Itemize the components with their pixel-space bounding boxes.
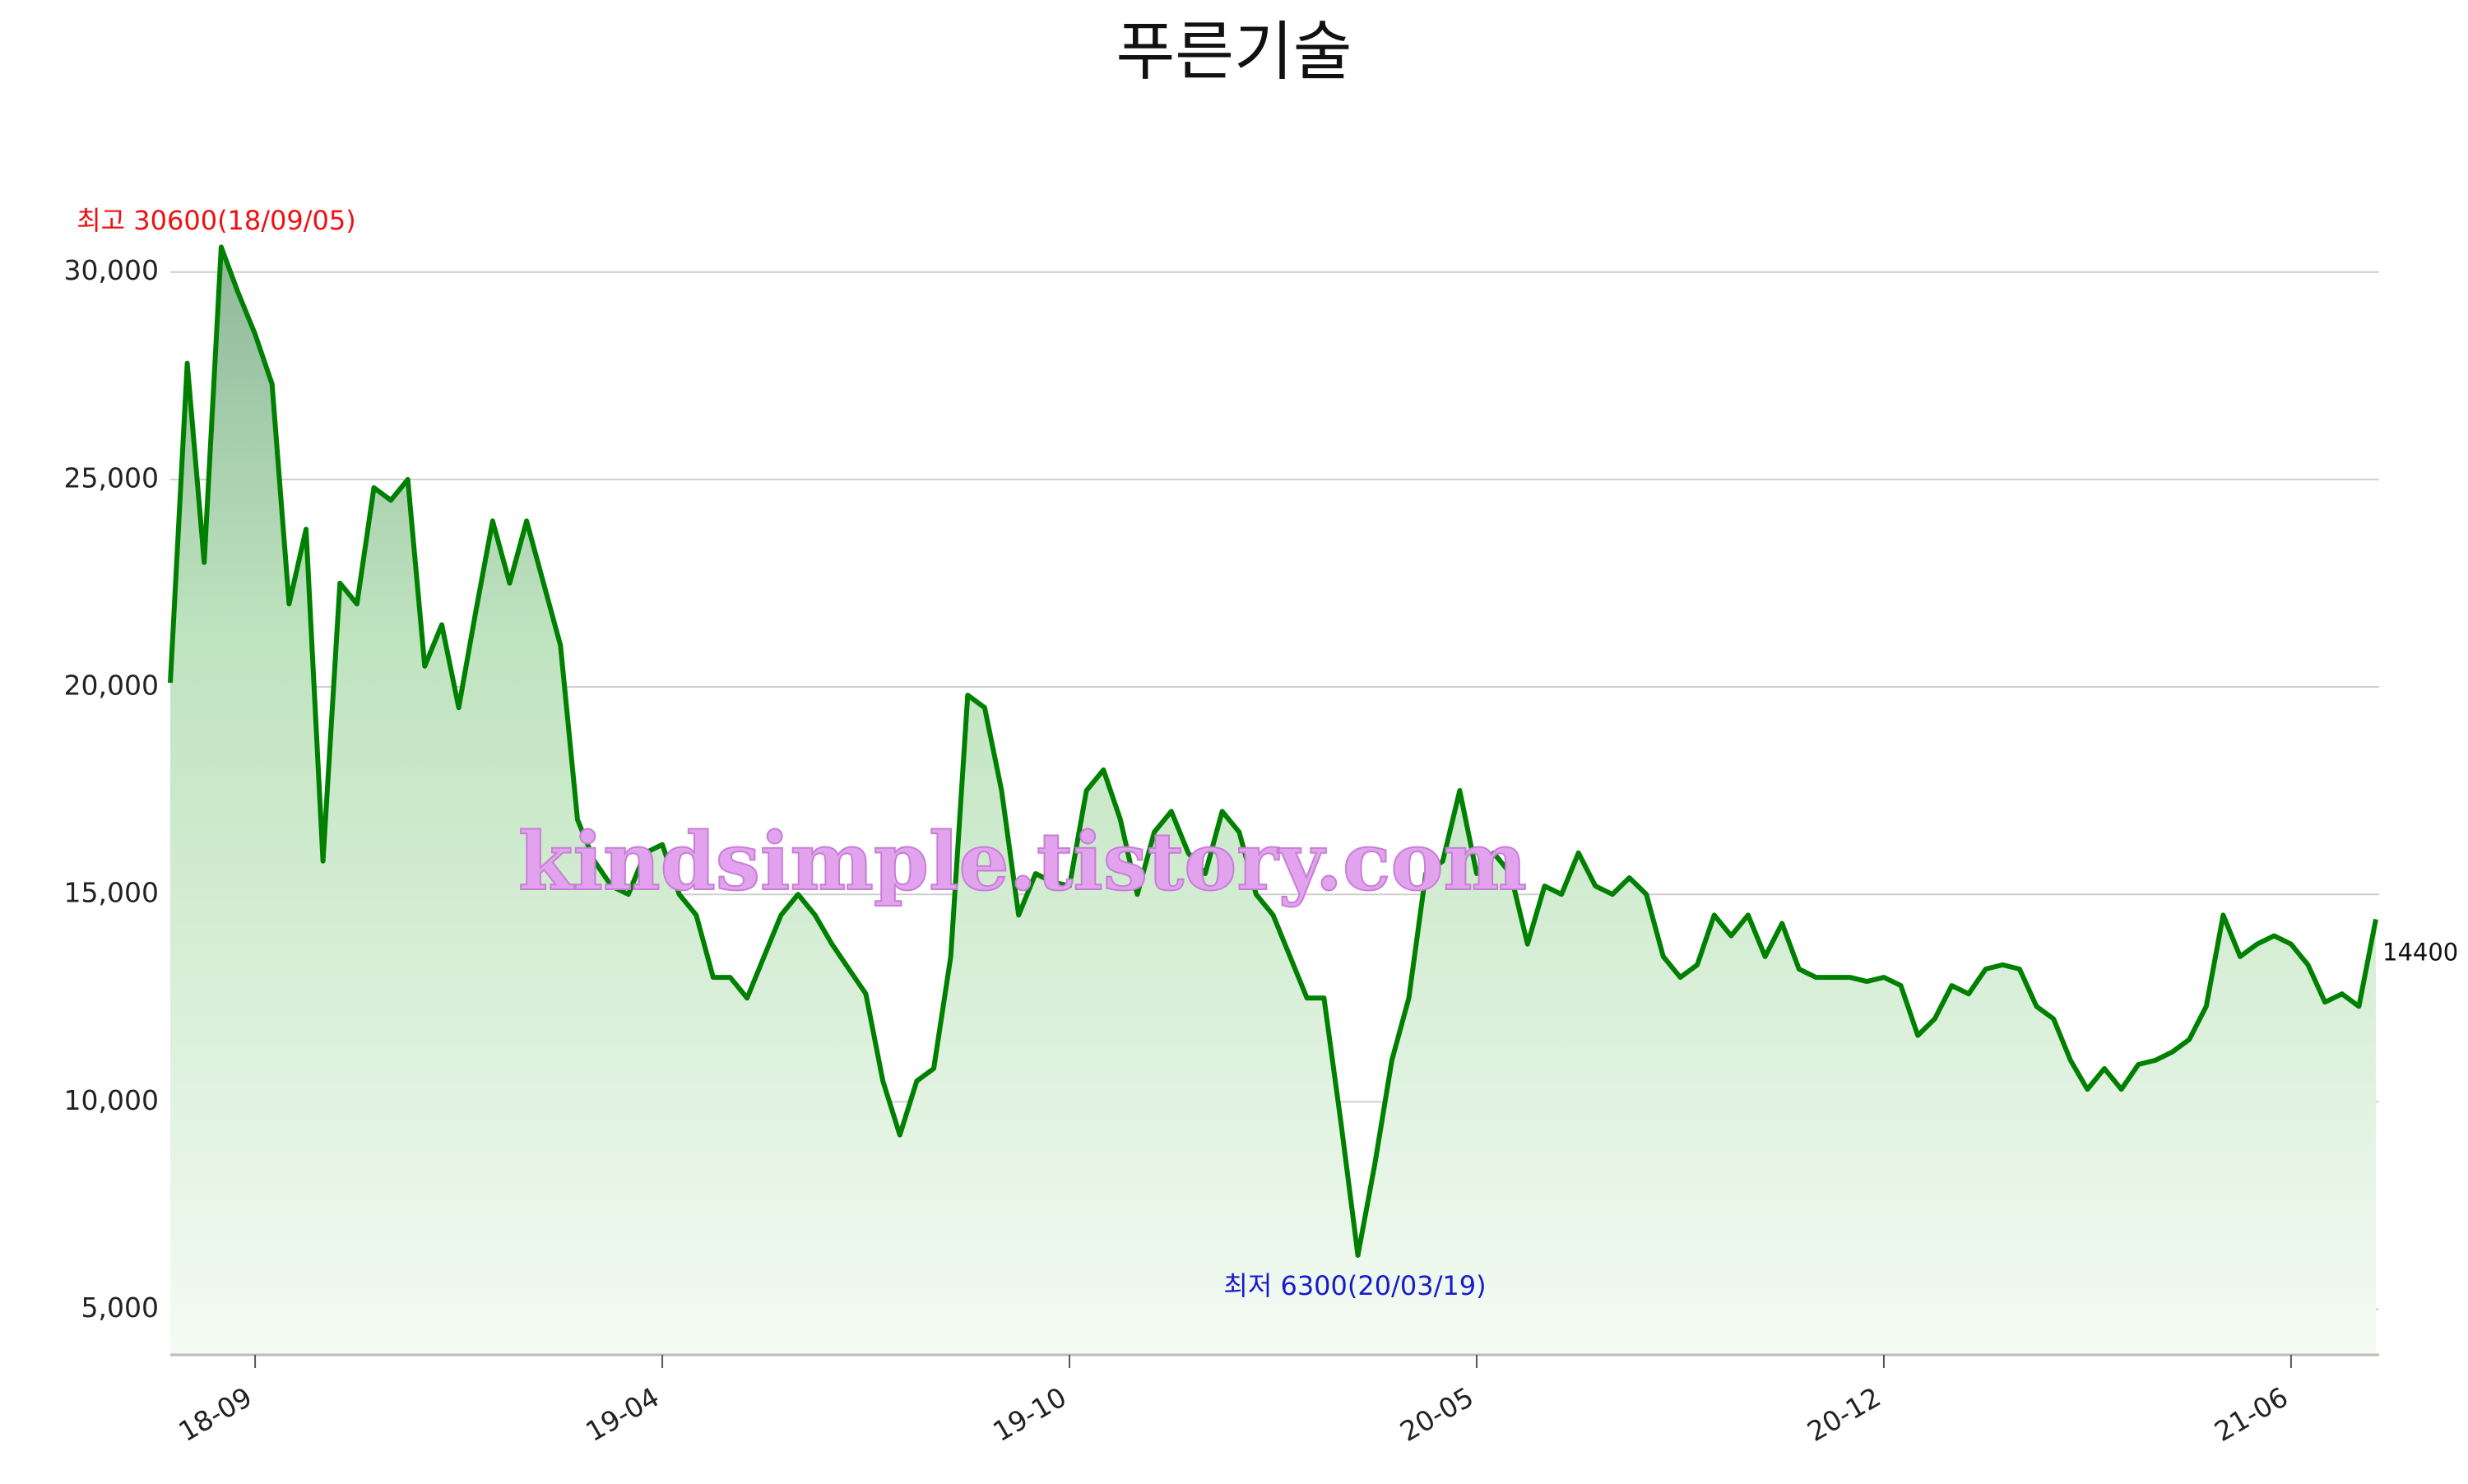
price-line <box>168 244 2378 1258</box>
max-annotation: 최고 30600(18/09/05) <box>77 205 356 236</box>
x-tick-label: 20-05 <box>1394 1380 1479 1448</box>
chart-title: 푸른기술 <box>1116 15 1352 89</box>
area <box>170 247 2376 1355</box>
y-tick-label: 5,000 <box>81 1292 159 1324</box>
y-tick-label: 10,000 <box>64 1084 159 1116</box>
y-tick-label: 25,000 <box>64 461 159 494</box>
x-tick-label: 19-04 <box>580 1380 665 1448</box>
y-tick-label: 15,000 <box>64 877 159 909</box>
watermark: kindsimple.tistory.com <box>518 815 1527 908</box>
x-tick-label: 19-10 <box>987 1380 1072 1448</box>
last-value-label: 14400 <box>2382 938 2458 966</box>
x-tick-label: 21-06 <box>2209 1380 2294 1448</box>
x-tick-label: 20-12 <box>1802 1380 1886 1448</box>
y-tick-label: 20,000 <box>64 670 159 702</box>
min-annotation: 최저 6300(20/03/19) <box>1223 1270 1486 1301</box>
x-tick-label: 18-09 <box>173 1380 257 1448</box>
y-tick-label: 30,000 <box>64 254 159 286</box>
